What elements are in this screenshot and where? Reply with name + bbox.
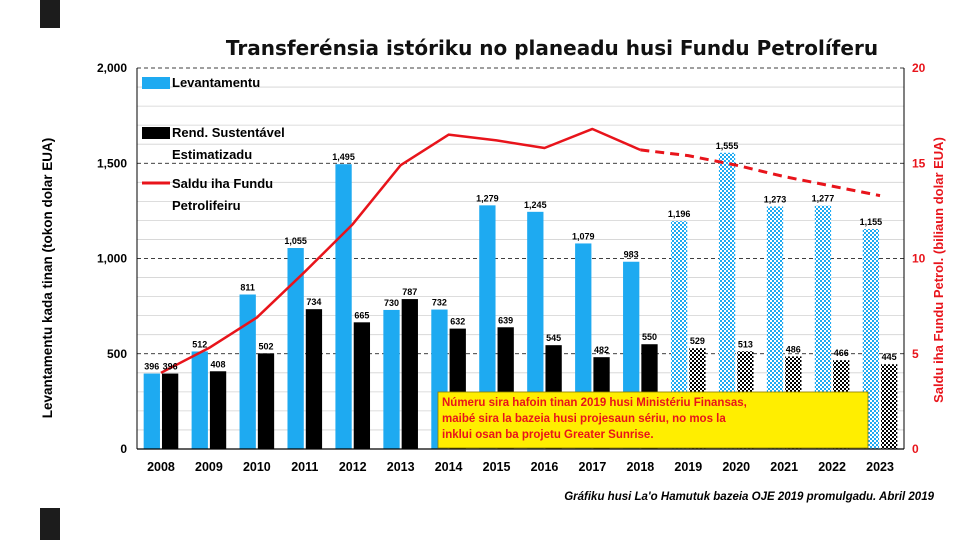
bar-label-rend-sustentavel: 408 [211,359,226,369]
annotation-line-2: maibé sira la bazeia husi projesaun séri… [442,413,726,425]
slide-canvas: 396 396 512 408 811 502 1,055 734 1,495 665 730 787… [40,28,948,508]
bar-label-levantamentu: 1,055 [284,236,307,246]
chart: 396 396 512 408 811 502 1,055 734 1,495 665 730787… [40,36,946,503]
y2-axis-label: Saldu iha Fundu Petrol. (biliaun dolar E… [931,137,946,403]
source-note: Gráfiku husi La'o Hamutuk bazeia OJE 201… [564,491,934,503]
x-tick-label: 2021 [770,460,798,474]
legend-swatch-levantamentu [142,77,170,89]
bar-levantamentu [766,206,784,449]
bar-label-levantamentu: 1,277 [812,194,835,204]
legend-label-rend-sustentavel-2: Estimatizadu [172,147,252,162]
bar-levantamentu [718,152,736,449]
bar-label-rend-sustentavel: 445 [882,352,897,362]
annotation-line-1: Númeru sira hafoin tinan 2019 husi Minis… [442,397,747,409]
bar-levantamentu [287,248,304,449]
x-tick-label: 2019 [674,460,702,474]
line-saldu-historical [160,127,641,374]
bar-label-rend-sustentavel: 632 [450,317,465,327]
bar-levantamentu [143,373,160,449]
y2-tick-label: 0 [912,442,919,456]
bar-levantamentu [191,351,208,449]
bar-label-rend-sustentavel: 550 [642,332,657,342]
bar-levantamentu [527,211,544,449]
legend-label-saldu: Saldu iha Fundu [172,176,273,191]
bar-rend-sustentavel [209,371,227,449]
y-tick-label: 1,000 [97,252,127,266]
bar-label-rend-sustentavel: 787 [402,287,417,297]
bar-levantamentu [479,205,496,449]
chart-title: Transferénsia istóriku no planeadu husi … [226,36,878,60]
y-tick-label: 0 [120,442,127,456]
bar-label-levantamentu: 1,155 [860,217,883,227]
bar-label-levantamentu: 396 [144,362,159,372]
x-tick-label: 2012 [339,460,367,474]
bar-label-rend-sustentavel: 486 [786,344,801,354]
bar-label-rend-sustentavel: 734 [306,297,321,307]
bar-rend-sustentavel [401,299,418,449]
x-tick-label: 2022 [818,460,846,474]
y2-tick-label: 10 [912,252,926,266]
y-axis-label: Levantamentu kada tinan (tokon dolar EUA… [40,138,55,419]
line-saldu-projected [640,148,881,198]
bar-rend-sustentavel [881,364,898,449]
bar-label-levantamentu: 1,196 [668,209,691,219]
bar-label-rend-sustentavel: 529 [690,336,705,346]
bar-label-rend-sustentavel: 502 [258,341,273,351]
bar-label-levantamentu: 983 [624,250,639,260]
legend-swatch-rend-sustentavel [142,127,170,139]
bar-label-rend-sustentavel: 466 [834,348,849,358]
x-tick-label: 2015 [483,460,511,474]
bar-label-levantamentu: 512 [192,339,207,349]
bar-levantamentu [239,294,256,449]
x-tick-label: 2013 [387,460,415,474]
annotation-background [437,391,869,449]
x-tick-label: 2008 [147,460,175,474]
bar-label-rend-sustentavel: 545 [546,333,561,343]
y2-tick-label: 15 [912,156,926,170]
bar-label-levantamentu: 1,555 [716,141,739,151]
y2-tick-label: 20 [912,61,926,75]
y2-tick-label: 5 [912,347,919,361]
bar-label-levantamentu: 1,273 [764,194,787,204]
x-tick-label: 2017 [579,460,607,474]
y-tick-label: 1,500 [97,156,127,170]
x-tick-label: 2010 [243,460,271,474]
x-tick-label: 2011 [291,460,318,474]
bar-rend-sustentavel [257,353,275,449]
y-tick-label: 2,000 [97,61,127,75]
x-tick-label: 2014 [435,460,463,474]
bar-label-levantamentu: 811 [240,283,255,293]
annotation-box: Númeru sira hafoin tinan 2019 husi Minis… [437,391,869,449]
bar-levantamentu [335,164,352,449]
legend: Levantamentu Rend. Sustentável Estimatiz… [142,75,285,213]
bar-label-levantamentu: 1,079 [572,231,595,241]
bar-rend-sustentavel [161,373,179,449]
bar-label-rend-sustentavel: 665 [354,310,369,320]
bar-rend-sustentavel [305,309,323,449]
x-tick-label: 2020 [722,460,750,474]
legend-label-saldu-2: Petrolifeiru [172,198,241,213]
bar-label-rend-sustentavel: 482 [594,345,609,355]
legend-label-rend-sustentavel: Rend. Sustentável [172,125,285,140]
bar-levantamentu [383,309,400,449]
bar-levantamentu [814,205,832,449]
x-tick-label: 2009 [195,460,223,474]
legend-label-levantamentu: Levantamentu [172,75,260,90]
annotation-line-3: inklui osan ba projetu Greater Sunrise. [442,429,654,441]
bar-label-rend-sustentavel: 513 [738,339,753,349]
bar-label-rend-sustentavel: 396 [163,362,178,372]
x-tick-label: 2018 [626,460,654,474]
x-tick-label: 2016 [531,460,559,474]
y-tick-label: 500 [107,347,127,361]
bar-label-levantamentu: 1,279 [476,193,499,203]
x-tick-label: 2023 [866,460,894,474]
bar-label-levantamentu: 1,495 [332,152,355,162]
bar-label-levantamentu: 1,245 [524,200,547,210]
bar-label-rend-sustentavel: 639 [498,315,513,325]
bar-rend-sustentavel [353,322,371,449]
bar-label-levantamentu: 730 [384,298,399,308]
bar-label-levantamentu: 732 [432,298,447,308]
